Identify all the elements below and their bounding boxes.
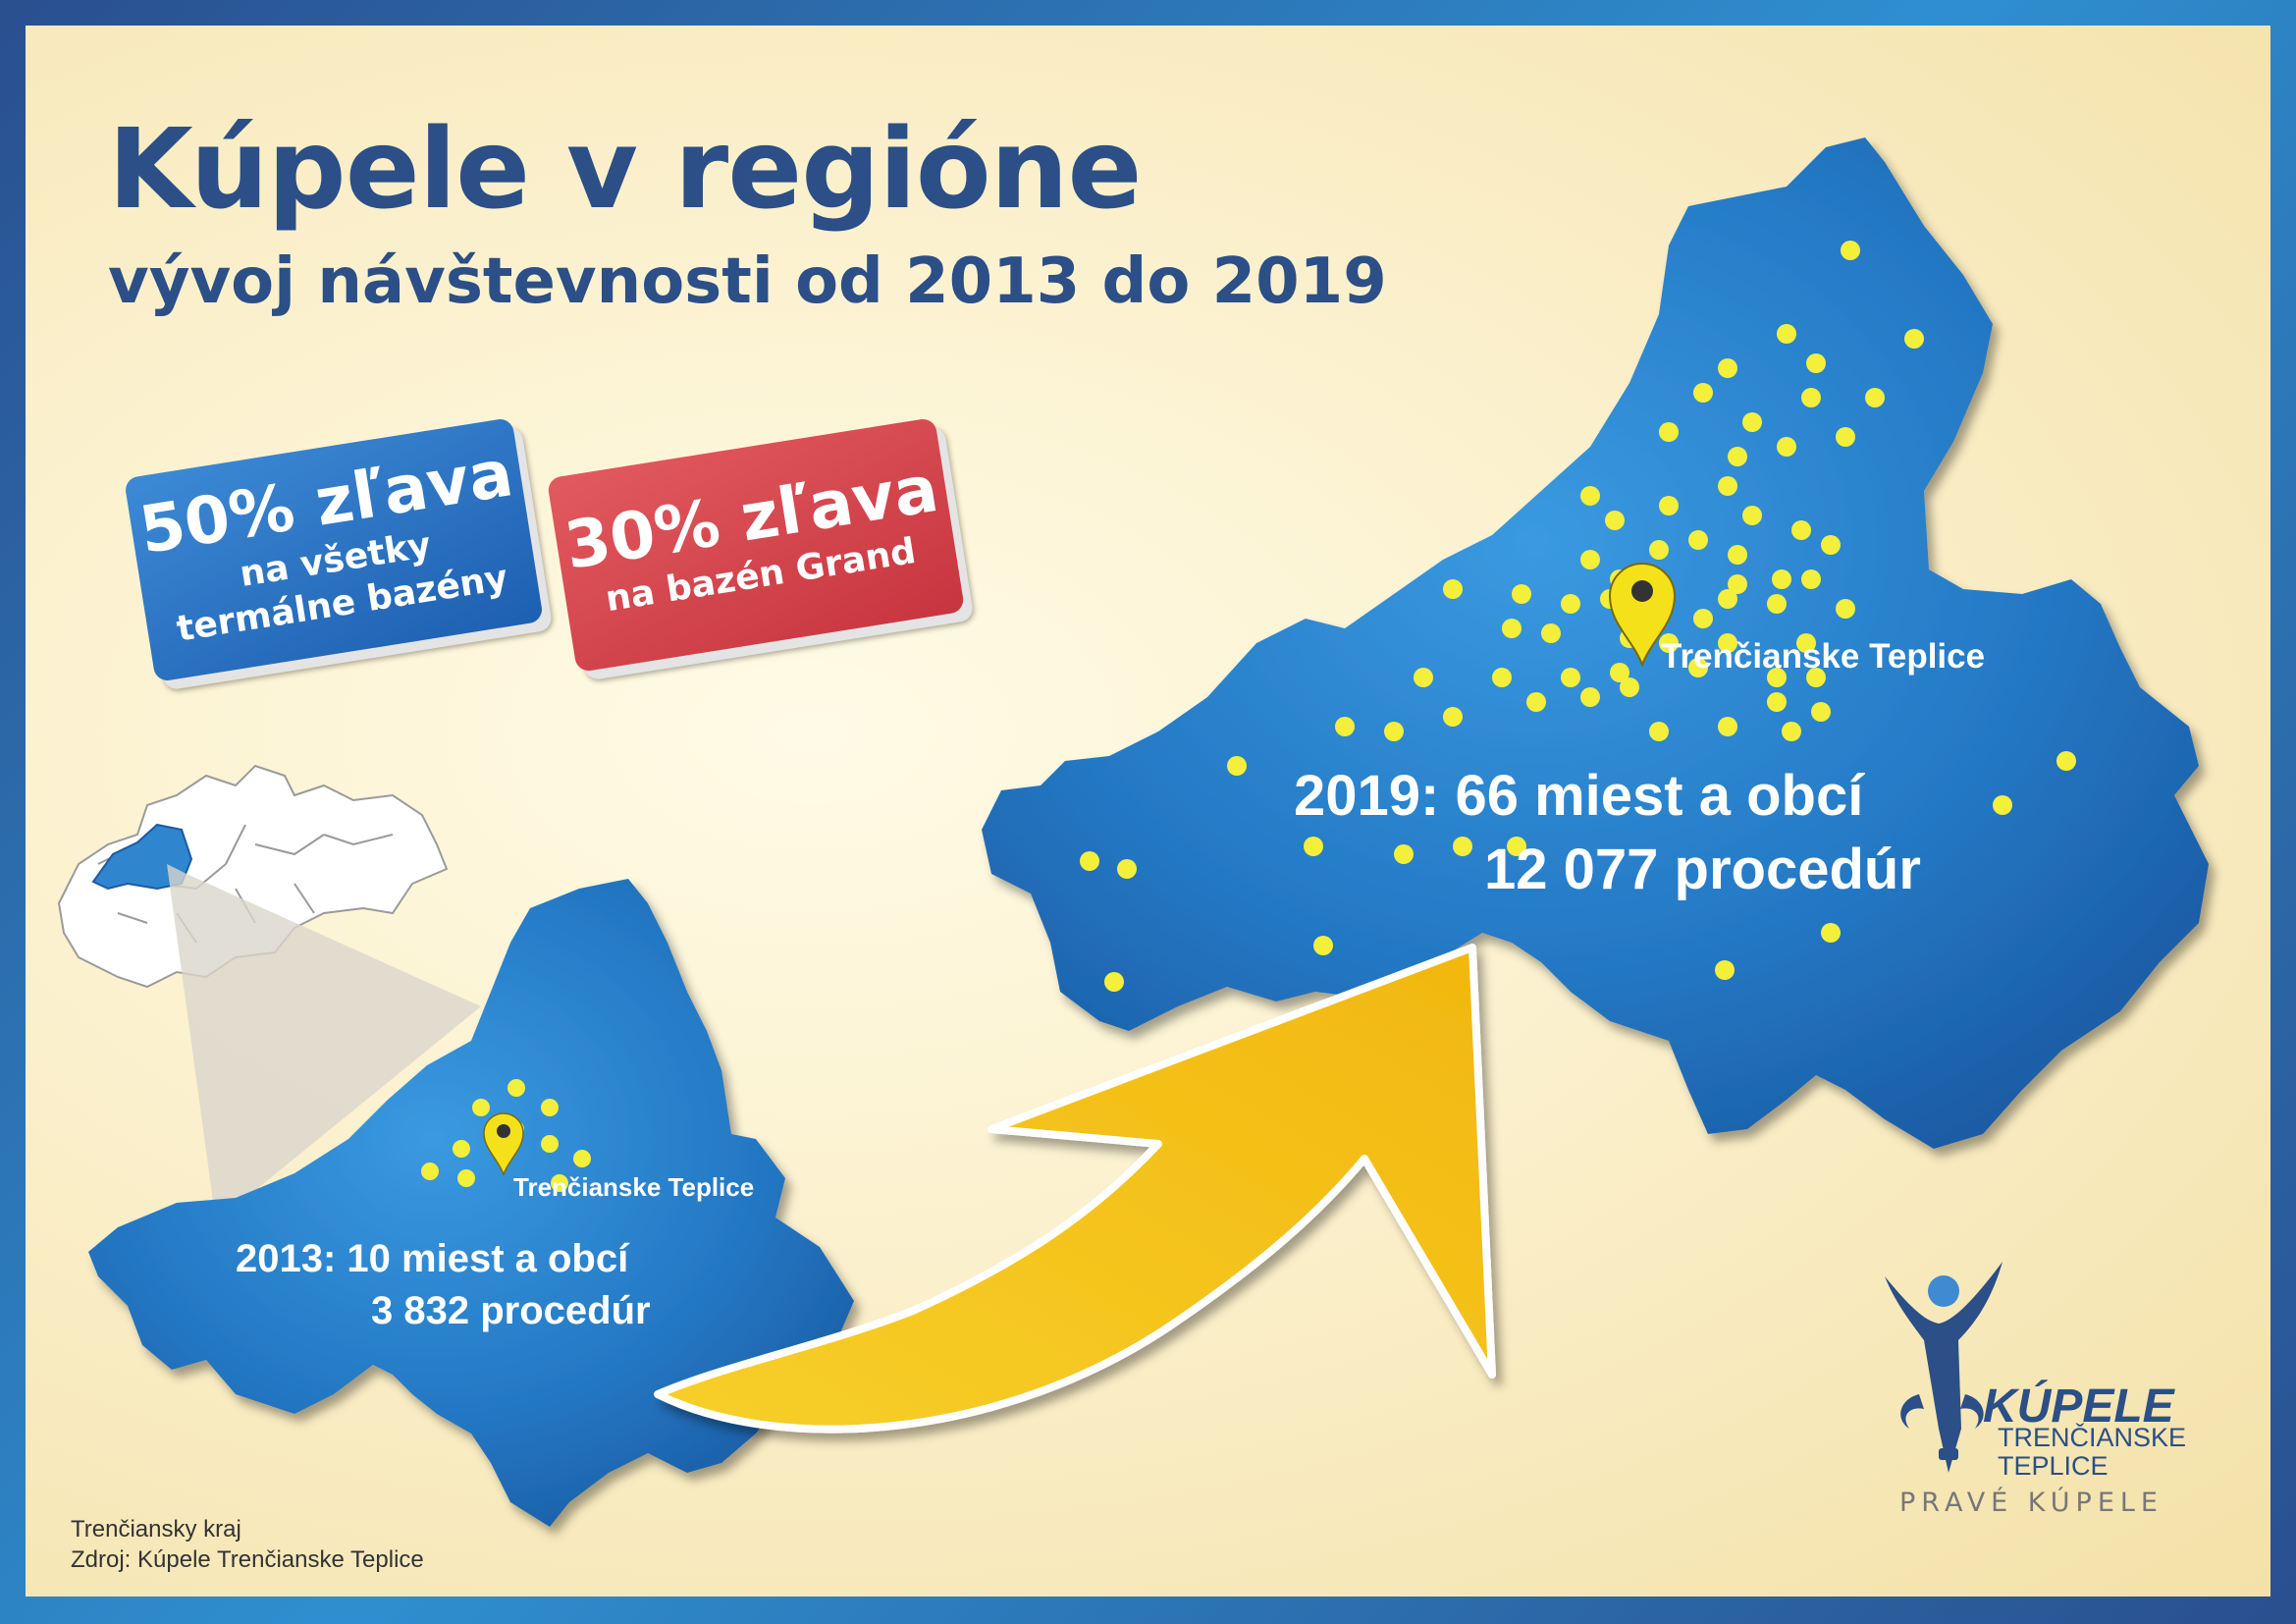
town-dot bbox=[1904, 329, 1924, 349]
town-dot bbox=[1659, 633, 1679, 653]
town-dot bbox=[1659, 496, 1679, 515]
town-dot bbox=[1821, 923, 1841, 943]
town-dot bbox=[1767, 594, 1787, 614]
stat-2019-procedures: 12 077 procedúr bbox=[1484, 838, 1921, 901]
town-dot bbox=[1104, 972, 1124, 992]
town-dot bbox=[1313, 936, 1333, 955]
town-dot bbox=[1492, 668, 1512, 687]
town-dot bbox=[1767, 668, 1787, 687]
town-dot bbox=[1718, 717, 1737, 736]
town-dot bbox=[1659, 422, 1679, 442]
town-dots-2019 bbox=[1080, 241, 2076, 992]
town-dot bbox=[1580, 550, 1600, 569]
source-region: Trenčiansky kraj bbox=[71, 1516, 241, 1543]
fountain-figure-icon bbox=[1885, 1262, 2002, 1473]
town-dot bbox=[1777, 437, 1796, 457]
town-dot bbox=[1561, 594, 1580, 614]
town-dot bbox=[1502, 619, 1522, 638]
town-dot bbox=[1841, 241, 1860, 260]
town-dot bbox=[1394, 844, 1414, 864]
town-dot bbox=[1791, 520, 1811, 540]
town-dot bbox=[1561, 668, 1580, 687]
zoom-connector bbox=[167, 864, 481, 1222]
town-dot bbox=[1453, 837, 1472, 856]
town-dot bbox=[1688, 530, 1708, 550]
town-dot bbox=[1443, 707, 1463, 727]
town-dot bbox=[1718, 358, 1737, 378]
town-dot bbox=[1414, 668, 1433, 687]
place-label-2019: Trenčianske Teplice bbox=[1661, 637, 1985, 676]
town-dot bbox=[1580, 687, 1600, 707]
town-dot bbox=[1384, 722, 1404, 741]
town-dot bbox=[1620, 677, 1639, 697]
town-dot bbox=[1227, 756, 1247, 776]
town-dot bbox=[1693, 383, 1713, 403]
town-dot bbox=[1742, 412, 1762, 432]
town-dots-2013 bbox=[421, 1079, 591, 1192]
town-dot bbox=[1806, 353, 1826, 373]
highlighted-region bbox=[91, 823, 193, 891]
town-dot bbox=[1811, 702, 1831, 722]
town-dot bbox=[1801, 569, 1821, 589]
town-dot bbox=[1080, 851, 1099, 871]
map-pin-icon bbox=[1608, 563, 1677, 668]
town-dot bbox=[1782, 722, 1801, 741]
town-dot bbox=[1796, 633, 1816, 653]
town-dot bbox=[1767, 692, 1787, 712]
town-dot bbox=[1718, 476, 1737, 496]
town-dot bbox=[1865, 388, 1885, 407]
town-dot bbox=[1728, 574, 1747, 594]
region-map-2013 bbox=[88, 879, 854, 1527]
page-title: Kúpele v regióne bbox=[108, 106, 1142, 234]
town-dot bbox=[1777, 324, 1796, 344]
town-dot bbox=[1335, 717, 1355, 736]
stat-2019-towns: 2019: 66 miest a obcí bbox=[1294, 764, 1865, 828]
town-dot bbox=[1993, 795, 2012, 815]
town-dot bbox=[1728, 545, 1747, 565]
town-dot bbox=[1742, 506, 1762, 525]
town-dot bbox=[1772, 569, 1791, 589]
logo-line: TEPLICE bbox=[1998, 1451, 2109, 1482]
logo-line: TRENČIANSKE bbox=[1998, 1423, 2187, 1452]
source-credit: Zdroj: Kúpele Trenčianske Teplice bbox=[71, 1546, 424, 1574]
page-subtitle: vývoj návštevnosti od 2013 do 2019 bbox=[108, 245, 1387, 318]
town-dot bbox=[1610, 663, 1629, 682]
town-dot bbox=[1443, 579, 1463, 599]
logo-slogan: PRAVÉ KÚPELE bbox=[1899, 1488, 2163, 1518]
town-dot bbox=[1836, 599, 1855, 619]
place-label-2013: Trenčianske Teplice bbox=[513, 1172, 754, 1202]
town-dot bbox=[1821, 535, 1841, 555]
town-dot bbox=[1801, 388, 1821, 407]
town-dot bbox=[1718, 633, 1737, 653]
town-dot bbox=[1728, 447, 1747, 466]
logo-subbrand: TRENČIANSKE TEPLICE bbox=[1998, 1423, 2187, 1482]
region-map-2019 bbox=[982, 137, 2209, 1149]
town-dot bbox=[1304, 837, 1323, 856]
town-dot bbox=[1688, 658, 1708, 677]
map-pin-icon bbox=[483, 1112, 524, 1177]
town-dot bbox=[1806, 668, 1826, 687]
town-dot bbox=[1836, 427, 1855, 447]
town-dot bbox=[1649, 540, 1669, 560]
town-dot bbox=[1605, 511, 1625, 530]
town-dot bbox=[1507, 837, 1526, 856]
town-dot bbox=[1693, 609, 1713, 628]
stat-2013-towns: 2013: 10 miest a obcí bbox=[236, 1237, 630, 1280]
town-dot bbox=[1526, 692, 1546, 712]
town-dot bbox=[1715, 960, 1735, 980]
source-note: Trenčiansky kraj Zdroj: Kúpele Trenčians… bbox=[71, 1514, 424, 1575]
town-dot bbox=[1580, 486, 1600, 506]
town-dot bbox=[1649, 722, 1669, 741]
town-dot bbox=[1718, 589, 1737, 609]
town-dot bbox=[1512, 584, 1531, 604]
town-dot bbox=[2056, 751, 2076, 771]
town-dot bbox=[1541, 623, 1561, 643]
growth-arrow-icon bbox=[654, 944, 1496, 1434]
town-dot bbox=[1117, 859, 1137, 879]
logo-brand: KÚPELE bbox=[1983, 1380, 2174, 1433]
stat-2013-procedures: 3 832 procedúr bbox=[371, 1289, 651, 1332]
